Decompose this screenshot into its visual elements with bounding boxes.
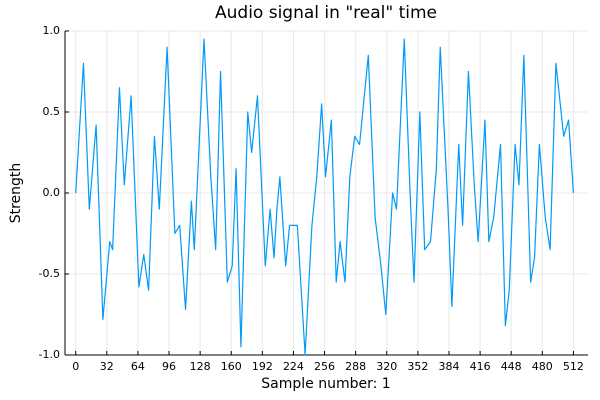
y-axis-label: Strength	[8, 163, 24, 224]
x-tick-label: 64	[131, 360, 145, 373]
x-tick-label: 416	[470, 360, 491, 373]
x-tick-label: 448	[501, 360, 522, 373]
x-tick-label: 256	[314, 360, 335, 373]
x-tick-label: 32	[100, 360, 114, 373]
x-tick-label: 224	[283, 360, 304, 373]
chart-title: Audio signal in "real" time	[215, 3, 437, 23]
signal-line	[75, 38, 575, 356]
y-tick-label: -1.0	[39, 348, 60, 361]
x-tick-label: 480	[532, 360, 553, 373]
x-tick-label: 96	[162, 360, 176, 373]
x-tick-label: 384	[438, 360, 459, 373]
y-tick-label: 0.5	[43, 105, 61, 118]
x-tick-label: 160	[221, 360, 242, 373]
x-tick-label: 352	[407, 360, 428, 373]
x-tick-label: 288	[345, 360, 366, 373]
x-axis-label: Sample number: 1	[261, 376, 390, 392]
x-tick-label: 0	[72, 360, 79, 373]
y-tick-label: 1.0	[43, 24, 61, 37]
x-tick-label: 320	[376, 360, 397, 373]
y-tick-label: -0.5	[39, 267, 60, 280]
x-tick-label: 192	[252, 360, 273, 373]
x-tick-label: 512	[563, 360, 584, 373]
y-tick-label: 0.0	[43, 186, 61, 199]
x-tick-label: 128	[190, 360, 211, 373]
